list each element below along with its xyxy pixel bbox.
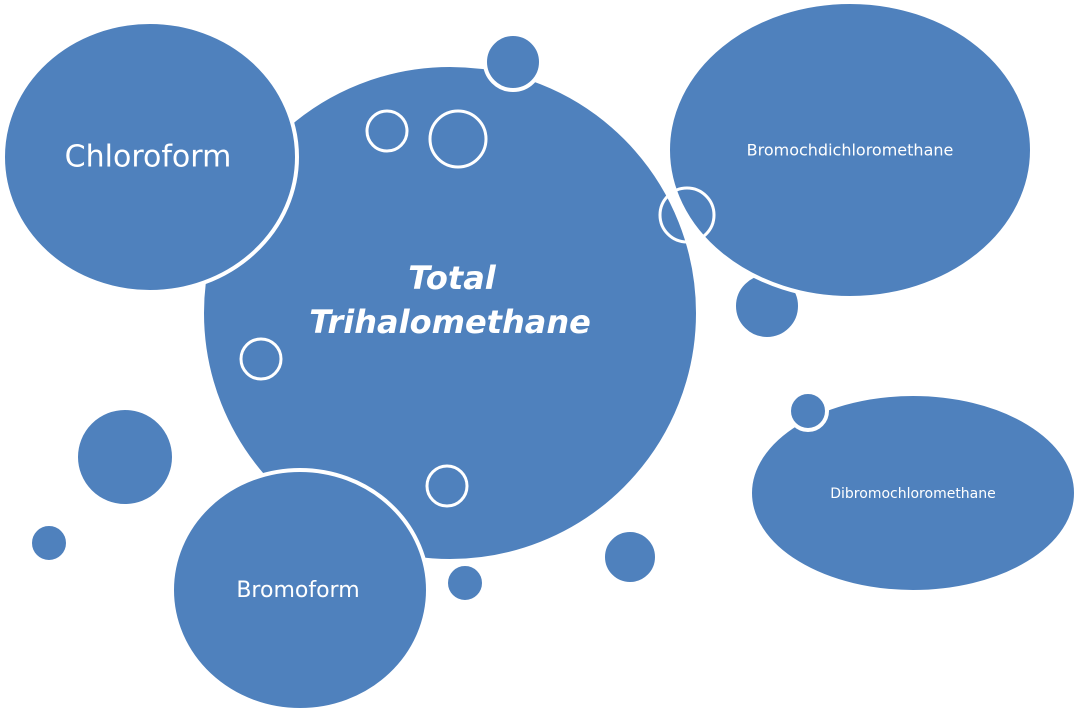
- bubble-bromoform: [170, 468, 430, 712]
- center-bubble-total-thm: [200, 63, 700, 563]
- ring-circle: [365, 109, 409, 153]
- label-chloroform: Chloroform: [65, 140, 232, 175]
- ring-circle: [425, 464, 469, 508]
- bubble-bromodichloromethane: [666, 0, 1034, 300]
- center-title-line1: Total: [408, 259, 497, 297]
- decor-bubble: [483, 32, 543, 92]
- ring-circle: [239, 337, 283, 381]
- decor-bubble: [74, 406, 176, 508]
- bubble-chloroform: [1, 20, 299, 294]
- decor-bubble: [601, 528, 659, 586]
- decor-bubble: [444, 562, 486, 604]
- ring-circle: [428, 109, 488, 169]
- center-title-line2: Trihalomethane: [309, 303, 591, 341]
- label-bromoform: Bromoform: [236, 578, 359, 603]
- bubble-dibromochloromethane: [748, 392, 1078, 594]
- label-dibromochloromethane: Dibromochloromethane: [830, 486, 996, 502]
- ring-circle: [658, 186, 716, 244]
- decor-bubble: [787, 390, 829, 432]
- decor-bubble: [28, 522, 70, 564]
- label-bromodichloromethane: Bromochdichloromethane: [747, 141, 954, 160]
